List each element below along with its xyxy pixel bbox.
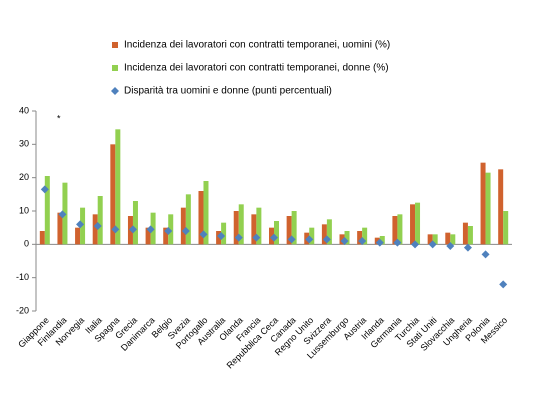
bar xyxy=(379,236,385,245)
y-tick-label: 10 xyxy=(19,205,29,215)
bar xyxy=(480,162,486,245)
diamond-marker xyxy=(164,227,173,235)
diamond-marker xyxy=(358,237,367,245)
legend-label: Incidenza dei lavoratori con contratti t… xyxy=(124,63,389,74)
legend-marker xyxy=(111,87,119,95)
bar xyxy=(498,169,504,245)
y-tick-label: 30 xyxy=(19,139,29,149)
bar xyxy=(216,231,222,245)
bar xyxy=(344,231,350,245)
bar xyxy=(291,211,297,245)
bar xyxy=(286,216,292,245)
bar xyxy=(410,204,416,245)
bar xyxy=(198,191,204,245)
y-tick-label: 20 xyxy=(19,172,29,182)
diamond-marker xyxy=(270,233,278,242)
bar xyxy=(362,227,368,245)
bar xyxy=(145,227,151,245)
diamond-marker xyxy=(340,237,349,245)
bar xyxy=(256,207,262,245)
bar xyxy=(180,207,186,245)
diamond-marker xyxy=(40,185,49,194)
legend-label: Incidenza dei lavoratori con contratti t… xyxy=(124,40,390,51)
bar xyxy=(132,201,138,245)
bar xyxy=(339,234,345,245)
bar xyxy=(92,214,98,245)
bar xyxy=(163,227,169,245)
bar xyxy=(233,211,239,245)
y-tick-label: -20 xyxy=(16,305,29,315)
annotation: * xyxy=(57,113,61,123)
diamond-marker xyxy=(128,225,137,234)
bar xyxy=(357,231,363,245)
bar xyxy=(115,129,121,245)
diamond-marker xyxy=(234,233,243,242)
bar xyxy=(110,144,116,245)
bar xyxy=(427,234,433,245)
diamond-marker xyxy=(322,235,331,244)
bar xyxy=(432,234,438,245)
diamond-marker xyxy=(111,225,120,234)
y-tick-label: -10 xyxy=(16,272,29,282)
bar xyxy=(221,222,227,245)
diamond-marker xyxy=(146,225,155,234)
diamond-marker xyxy=(287,235,296,244)
bar xyxy=(269,227,274,245)
bar xyxy=(39,231,45,245)
legend: Incidenza dei lavoratori con contratti t… xyxy=(111,40,390,97)
bar xyxy=(238,204,244,245)
diamond-marker xyxy=(305,235,314,244)
bar xyxy=(462,222,468,245)
diamond-marker xyxy=(252,233,261,242)
bar xyxy=(450,234,456,245)
bar xyxy=(80,207,86,245)
bar xyxy=(397,214,403,245)
bar xyxy=(251,214,257,245)
bar xyxy=(274,221,279,245)
diamond-marker xyxy=(181,227,190,235)
bar xyxy=(185,194,191,245)
diamond-marker xyxy=(499,280,508,289)
bar xyxy=(415,202,421,245)
diamond-marker xyxy=(199,230,208,239)
bar xyxy=(203,181,209,245)
diamond-marker xyxy=(393,238,402,247)
legend-marker xyxy=(112,42,118,48)
legend-marker xyxy=(112,65,118,71)
diamond-marker xyxy=(481,250,490,259)
y-tick-label: 0 xyxy=(24,239,29,249)
bar xyxy=(97,196,103,245)
bar xyxy=(503,211,509,245)
bar xyxy=(467,226,473,245)
diamond-marker xyxy=(217,232,226,240)
diamond-marker xyxy=(411,240,420,249)
bar xyxy=(309,227,315,245)
bar xyxy=(168,214,174,245)
bar xyxy=(374,237,380,245)
diamond-marker xyxy=(93,222,102,230)
bar xyxy=(57,212,63,245)
diamond-marker xyxy=(58,210,67,219)
bar xyxy=(485,172,491,245)
bar xyxy=(44,176,50,245)
bar xyxy=(321,224,327,245)
diamond-marker xyxy=(428,240,437,249)
diamond-marker xyxy=(375,238,384,247)
diamond-marker xyxy=(446,242,455,250)
diamond-marker xyxy=(76,220,85,229)
y-tick-label: 40 xyxy=(19,105,29,115)
bar xyxy=(445,232,451,245)
diamond-marker xyxy=(463,243,472,252)
bar xyxy=(326,219,332,245)
bar xyxy=(392,216,398,245)
bar xyxy=(75,227,81,245)
legend-label: Disparità tra uomini e donne (punti perc… xyxy=(124,86,332,97)
